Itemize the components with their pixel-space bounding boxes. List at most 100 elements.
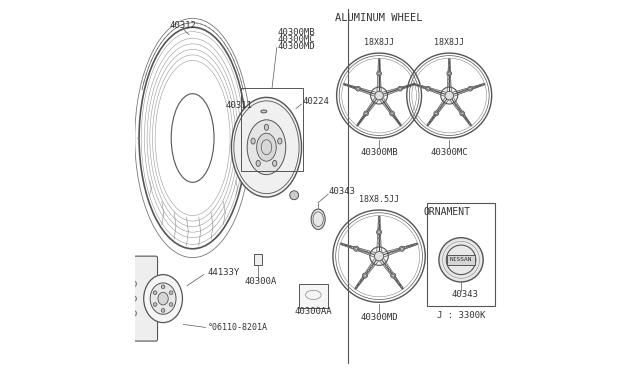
Ellipse shape: [261, 110, 267, 113]
Circle shape: [153, 291, 157, 295]
Circle shape: [433, 90, 435, 91]
Circle shape: [461, 112, 463, 115]
Circle shape: [449, 74, 450, 75]
Circle shape: [131, 310, 136, 316]
Circle shape: [468, 88, 470, 90]
Text: 40300MC: 40300MC: [431, 148, 468, 157]
Circle shape: [390, 251, 392, 253]
Circle shape: [388, 270, 390, 272]
Circle shape: [399, 246, 404, 251]
Circle shape: [404, 247, 406, 248]
Circle shape: [390, 112, 394, 115]
Circle shape: [169, 291, 173, 295]
Text: 40300MC: 40300MC: [278, 35, 315, 44]
Circle shape: [359, 282, 360, 283]
Circle shape: [356, 286, 358, 288]
Circle shape: [374, 251, 384, 261]
Circle shape: [427, 87, 429, 90]
Text: 18X8JJ: 18X8JJ: [364, 38, 394, 47]
Text: NISSAN: NISSAN: [450, 257, 472, 262]
Text: 40300MB: 40300MB: [360, 148, 398, 157]
Circle shape: [131, 296, 136, 302]
Circle shape: [439, 238, 483, 282]
Circle shape: [481, 84, 483, 86]
Circle shape: [426, 86, 431, 91]
Text: 40343: 40343: [451, 290, 478, 299]
Circle shape: [386, 266, 387, 267]
Circle shape: [390, 111, 394, 116]
Circle shape: [428, 88, 430, 90]
Circle shape: [400, 248, 402, 250]
Ellipse shape: [256, 160, 260, 166]
Ellipse shape: [273, 160, 277, 166]
Text: 40343: 40343: [328, 187, 355, 196]
Circle shape: [449, 65, 450, 66]
Circle shape: [355, 247, 358, 250]
Text: 40312: 40312: [170, 21, 197, 30]
Circle shape: [375, 91, 383, 100]
Circle shape: [371, 87, 388, 104]
Circle shape: [342, 244, 344, 245]
Circle shape: [466, 119, 468, 121]
Circle shape: [371, 266, 372, 267]
Ellipse shape: [251, 138, 255, 144]
Circle shape: [460, 111, 465, 116]
Circle shape: [290, 191, 299, 200]
Circle shape: [399, 87, 401, 90]
Text: ALUMINUM WHEEL: ALUMINUM WHEEL: [335, 13, 423, 23]
Circle shape: [397, 282, 399, 283]
Text: 40300AA: 40300AA: [294, 307, 332, 316]
Circle shape: [378, 232, 380, 234]
Circle shape: [445, 91, 454, 100]
Circle shape: [477, 86, 479, 87]
Circle shape: [361, 250, 363, 251]
Circle shape: [441, 87, 458, 104]
Circle shape: [469, 87, 472, 90]
Circle shape: [364, 111, 369, 116]
Circle shape: [395, 278, 396, 279]
Circle shape: [436, 112, 438, 113]
Circle shape: [449, 83, 450, 84]
Circle shape: [378, 227, 380, 229]
Circle shape: [378, 222, 380, 224]
Circle shape: [428, 123, 429, 125]
Text: 40300A: 40300A: [244, 277, 276, 286]
Circle shape: [352, 247, 353, 248]
Circle shape: [378, 218, 380, 219]
Circle shape: [161, 285, 165, 289]
Ellipse shape: [232, 97, 301, 197]
Circle shape: [420, 86, 421, 87]
Circle shape: [378, 243, 380, 244]
Circle shape: [131, 281, 136, 287]
Circle shape: [401, 247, 403, 250]
Bar: [254, 254, 262, 264]
Text: J : 3300K: J : 3300K: [437, 311, 485, 320]
Circle shape: [424, 87, 426, 89]
Circle shape: [447, 71, 452, 76]
Circle shape: [468, 86, 472, 91]
Circle shape: [463, 116, 465, 117]
Circle shape: [431, 119, 432, 121]
Circle shape: [464, 90, 466, 91]
Circle shape: [365, 274, 367, 276]
Bar: [299, 284, 328, 308]
Text: 40224: 40224: [302, 97, 329, 106]
Circle shape: [410, 245, 411, 247]
Circle shape: [415, 84, 417, 86]
Ellipse shape: [257, 133, 276, 161]
Text: 40300MB: 40300MB: [278, 28, 315, 37]
Circle shape: [378, 237, 380, 239]
Circle shape: [362, 273, 367, 278]
Ellipse shape: [278, 138, 282, 144]
Circle shape: [377, 71, 381, 76]
Ellipse shape: [311, 209, 325, 230]
Circle shape: [460, 91, 461, 93]
Bar: [447, 255, 475, 264]
Circle shape: [469, 123, 470, 125]
Circle shape: [370, 247, 388, 265]
Circle shape: [456, 105, 457, 106]
Circle shape: [366, 251, 367, 253]
Circle shape: [401, 286, 402, 288]
Ellipse shape: [264, 124, 269, 130]
Circle shape: [356, 86, 360, 91]
